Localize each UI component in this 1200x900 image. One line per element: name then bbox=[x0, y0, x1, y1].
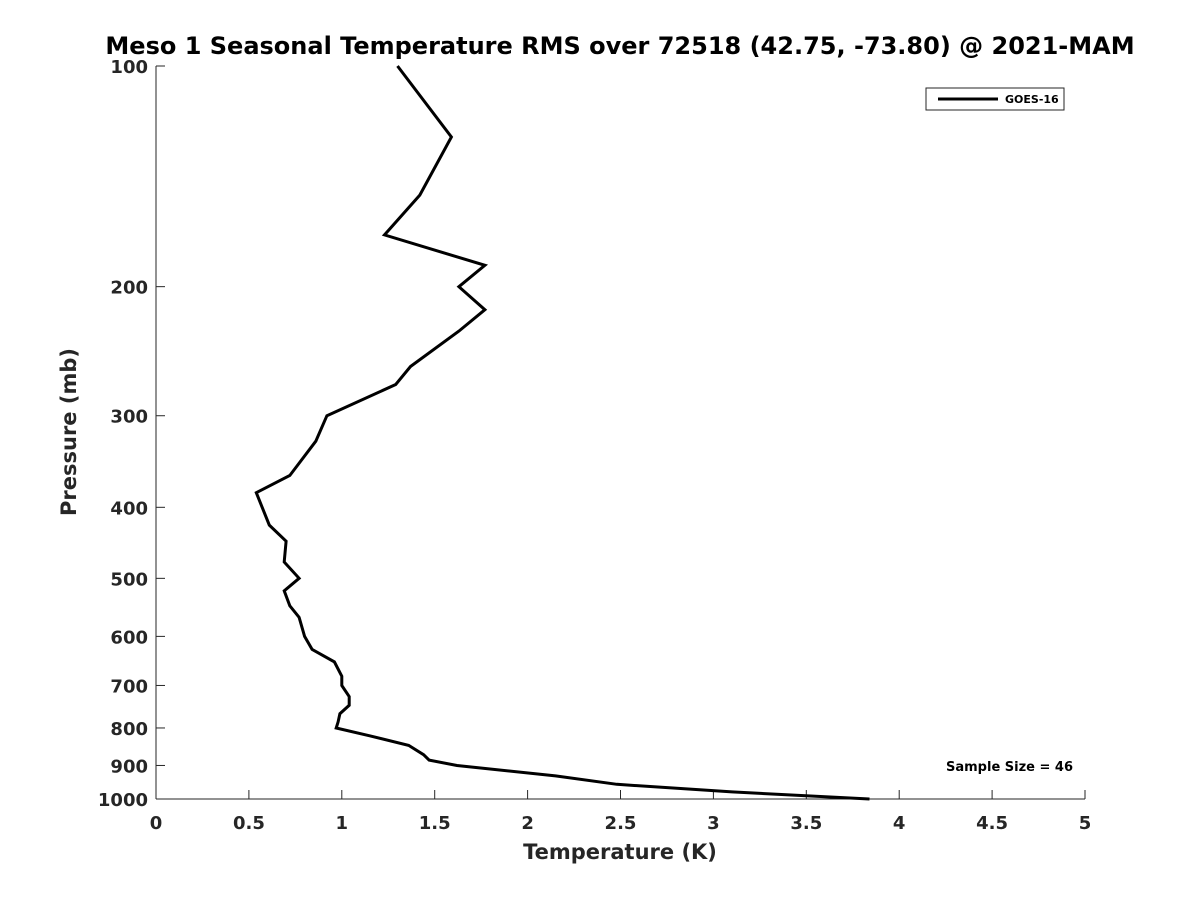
y-axis-ticks: 100 200 300 400 500 600 700 800 900 1000 bbox=[98, 57, 165, 811]
chart-title: Meso 1 Seasonal Temperature RMS over 725… bbox=[105, 32, 1134, 60]
x-tick-label: 1 bbox=[336, 813, 349, 834]
series-layer bbox=[254, 65, 870, 801]
x-tick-label: 3 bbox=[707, 813, 720, 834]
series-line-goes-16 bbox=[254, 65, 870, 801]
x-tick-label: 1.5 bbox=[419, 813, 451, 834]
x-tick-label: 4.5 bbox=[976, 813, 1008, 834]
x-axis-ticks: 0 0.5 1 1.5 2 2.5 3 3.5 4 4.5 5 bbox=[150, 790, 1092, 834]
x-tick-label: 5 bbox=[1079, 813, 1092, 834]
y-tick-label: 200 bbox=[110, 278, 148, 299]
y-tick-label: 300 bbox=[110, 407, 148, 428]
y-tick-label: 900 bbox=[110, 756, 148, 777]
y-axis-label: Pressure (mb) bbox=[57, 348, 81, 516]
y-tick-label: 700 bbox=[110, 676, 148, 697]
y-tick-label: 400 bbox=[110, 498, 148, 519]
x-tick-label: 0 bbox=[150, 813, 163, 834]
x-tick-label: 0.5 bbox=[233, 813, 265, 834]
x-axis-label: Temperature (K) bbox=[523, 840, 717, 864]
y-tick-label: 800 bbox=[110, 719, 148, 740]
x-tick-label: 3.5 bbox=[790, 813, 822, 834]
sample-size-annotation: Sample Size = 46 bbox=[946, 760, 1073, 775]
x-tick-label: 2 bbox=[521, 813, 534, 834]
y-tick-label: 600 bbox=[110, 627, 148, 648]
legend-entry-goes-16: GOES-16 bbox=[1005, 93, 1059, 106]
y-tick-label: 500 bbox=[110, 569, 148, 590]
plot-area bbox=[156, 66, 1085, 799]
x-tick-label: 2.5 bbox=[605, 813, 637, 834]
legend: GOES-16 bbox=[925, 87, 1065, 111]
y-tick-label: 1000 bbox=[98, 790, 148, 811]
x-tick-label: 4 bbox=[893, 813, 906, 834]
y-tick-label: 100 bbox=[110, 57, 148, 78]
